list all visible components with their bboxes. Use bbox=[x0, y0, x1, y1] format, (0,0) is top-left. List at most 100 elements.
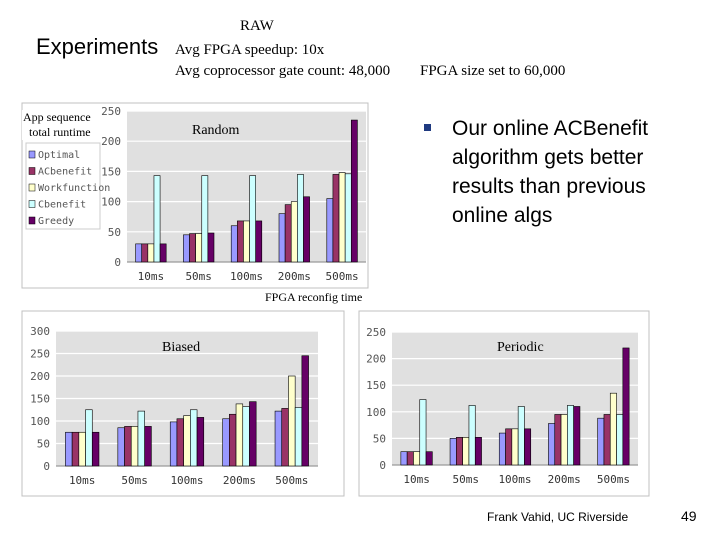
y-tick-label: 50 bbox=[37, 438, 50, 451]
bar-cbenefit bbox=[297, 174, 304, 263]
page-title: Experiments bbox=[36, 34, 159, 59]
bar-cbenefit bbox=[294, 407, 303, 467]
chart-2: 0 50 100 150 200 250 10ms 50ms 100ms 200ms 500ms Pe… bbox=[358, 310, 650, 497]
y-axis-note: App sequence total runtime bbox=[22, 110, 92, 140]
legend-box bbox=[25, 142, 101, 230]
bar-workfunction bbox=[560, 414, 568, 466]
legend-swatch bbox=[28, 183, 36, 192]
y-tick-label: 200 bbox=[30, 370, 50, 383]
gate-count-text: Avg coprocessor gate count: 48,000 bbox=[175, 63, 391, 79]
x-tick-label: 100ms bbox=[498, 473, 531, 486]
bar-optimal bbox=[326, 198, 334, 263]
bar-greedy bbox=[622, 347, 630, 466]
bar-acbenefit bbox=[189, 233, 196, 263]
bar-acbenefit bbox=[603, 414, 611, 466]
bar-workfunction bbox=[290, 201, 298, 263]
bar-greedy bbox=[144, 426, 152, 467]
chart-title: Periodic bbox=[497, 340, 544, 355]
bar-workfunction bbox=[462, 437, 470, 466]
x-tick-label: 200ms bbox=[548, 473, 581, 486]
bar-optimal bbox=[597, 417, 605, 466]
bar-cbenefit bbox=[249, 175, 256, 263]
bar-optimal bbox=[183, 234, 190, 263]
bar-optimal bbox=[65, 431, 73, 467]
bar-optimal bbox=[135, 243, 143, 263]
bullet-square-icon bbox=[424, 124, 431, 131]
bar-optimal bbox=[548, 423, 556, 466]
y-tick-label: 0 bbox=[379, 459, 386, 472]
bar-greedy bbox=[255, 220, 263, 263]
bullet-text: Our online ACBenefit algorithm gets bett… bbox=[452, 117, 649, 227]
y-tick-label: 300 bbox=[30, 325, 50, 338]
legend-swatch bbox=[28, 150, 36, 159]
bar-workfunction bbox=[147, 243, 155, 263]
bar-optimal bbox=[169, 421, 178, 467]
bar-greedy bbox=[207, 232, 215, 263]
y-tick-label: 250 bbox=[30, 348, 50, 361]
y-tick-label: 200 bbox=[366, 353, 386, 366]
bar-cbenefit bbox=[137, 410, 145, 467]
bar-greedy bbox=[573, 406, 581, 466]
bar-acbenefit bbox=[332, 174, 340, 263]
bar-workfunction bbox=[243, 220, 250, 263]
bar-cbenefit bbox=[468, 405, 476, 466]
bar-acbenefit bbox=[284, 204, 292, 263]
bar-cbenefit bbox=[517, 406, 525, 466]
y-note-line-1: App sequence bbox=[23, 110, 91, 124]
y-tick-label: 150 bbox=[101, 165, 121, 178]
x-axis-note: FPGA reconfig time bbox=[265, 290, 363, 304]
y-tick-label: 200 bbox=[101, 135, 121, 148]
bar-greedy bbox=[301, 355, 309, 467]
y-tick-label: 0 bbox=[114, 256, 121, 269]
bar-workfunction bbox=[288, 375, 296, 467]
bar-acbenefit bbox=[505, 428, 513, 466]
bar-workfunction bbox=[78, 431, 86, 467]
bar-optimal bbox=[498, 432, 506, 466]
bar-acbenefit bbox=[124, 426, 132, 467]
bar-workfunction bbox=[183, 415, 191, 467]
bar-cbenefit bbox=[242, 406, 250, 467]
y-tick-label: 100 bbox=[30, 415, 50, 428]
x-tick-label: 50ms bbox=[453, 473, 480, 486]
bar-acbenefit bbox=[406, 451, 414, 466]
legend-swatch bbox=[28, 200, 36, 208]
x-tick-label: 10ms bbox=[69, 474, 96, 487]
bar-acbenefit bbox=[554, 414, 562, 466]
bar-acbenefit bbox=[141, 243, 149, 263]
bar-greedy bbox=[474, 437, 482, 466]
legend-label: Optimal bbox=[38, 150, 80, 161]
chart-title: Biased bbox=[162, 340, 200, 355]
bar-greedy bbox=[303, 196, 310, 263]
y-tick-label: 250 bbox=[366, 326, 386, 339]
y-tick-label: 100 bbox=[101, 196, 121, 209]
x-tick-label: 50ms bbox=[121, 474, 148, 487]
bar-workfunction bbox=[413, 451, 421, 466]
bar-optimal bbox=[222, 418, 230, 467]
bar-cbenefit bbox=[153, 175, 161, 263]
bar-greedy bbox=[159, 243, 167, 263]
bar-workfunction bbox=[511, 428, 519, 466]
x-tick-label: 200ms bbox=[223, 474, 256, 487]
legend-label: Workfunction bbox=[38, 183, 110, 194]
bar-optimal bbox=[274, 410, 283, 467]
bar-workfunction bbox=[338, 172, 346, 263]
legend-label: Cbenefit bbox=[38, 200, 86, 211]
footer-text: Frank Vahid, UC Riverside bbox=[487, 510, 629, 524]
bar-optimal bbox=[117, 427, 125, 467]
bar-acbenefit bbox=[229, 413, 237, 467]
bar-cbenefit bbox=[85, 409, 93, 467]
bar-optimal bbox=[400, 451, 408, 466]
bar-cbenefit bbox=[201, 175, 209, 263]
y-tick-label: 150 bbox=[366, 379, 386, 392]
bar-greedy bbox=[425, 451, 433, 466]
y-tick-label: 100 bbox=[366, 406, 386, 419]
bar-cbenefit bbox=[567, 405, 574, 466]
bar-greedy bbox=[249, 401, 257, 467]
bar-workfunction bbox=[130, 426, 139, 467]
legend-swatch bbox=[28, 216, 36, 225]
x-tick-label: 50ms bbox=[185, 270, 212, 283]
y-tick-label: 50 bbox=[108, 226, 121, 239]
bar-workfunction bbox=[609, 392, 617, 466]
x-tick-label: 500ms bbox=[597, 473, 630, 486]
